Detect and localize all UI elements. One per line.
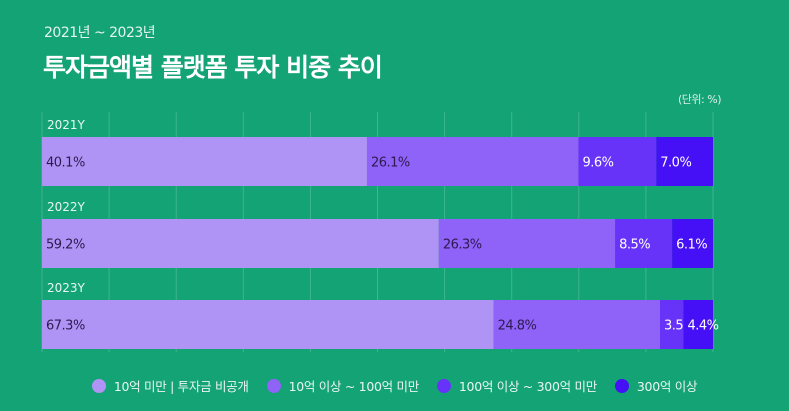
chart-subtitle: 2021년 ~ 2023년	[44, 25, 156, 41]
bar-segment	[42, 300, 494, 349]
legend: 10억 미만 | 투자금 비공개 10억 이상 ~ 100억 미만 100억 이상 …	[0, 376, 789, 395]
bar-segment	[683, 300, 713, 349]
category-label: 2021Y	[47, 118, 86, 132]
data-label: 26.3%	[443, 238, 482, 253]
legend-swatch	[91, 378, 106, 393]
category-label: 2022Y	[47, 200, 86, 214]
data-label: 67.3%	[46, 319, 85, 334]
bar-segment	[659, 300, 684, 349]
legend-label: 10억 이상 ~ 100억 미만	[288, 379, 420, 394]
legend-label: 300억 이상	[636, 379, 698, 394]
chart-title: 투자금액별 플랫폼 투자 비중 추이	[43, 53, 383, 82]
legend-label: 10억 미만 | 투자금 비공개	[113, 379, 249, 394]
legend-item: 100억 이상 ~ 300억 미만	[436, 376, 597, 395]
data-label: 4.4%	[687, 319, 718, 334]
bar-segment	[615, 219, 673, 268]
data-label: 9.6%	[582, 156, 613, 171]
legend-item: 10억 미만 | 투자금 비공개	[91, 376, 249, 395]
data-label: 7.0%	[660, 156, 691, 171]
data-label: 59.2%	[46, 238, 85, 253]
bar-segment	[578, 137, 657, 186]
bar-segment	[656, 137, 713, 186]
data-label: 24.8%	[498, 319, 537, 334]
legend-swatch	[614, 378, 629, 393]
legend-item: 10억 이상 ~ 100억 미만	[266, 376, 420, 395]
legend-swatch	[266, 378, 281, 393]
legend-swatch	[436, 378, 451, 393]
data-label: 6.1%	[676, 238, 707, 253]
data-label: 8.5%	[619, 238, 650, 253]
category-label: 2023Y	[47, 281, 86, 295]
bar-segment	[493, 300, 660, 349]
legend-item: 300억 이상	[614, 376, 698, 395]
bar-segment	[42, 137, 367, 186]
data-label: 26.1%	[371, 156, 410, 171]
legend-label: 100억 이상 ~ 300억 미만	[458, 379, 597, 394]
bar-segment	[672, 219, 713, 268]
unit-label: (단위: %)	[678, 93, 721, 106]
bar-segment	[42, 219, 439, 268]
bar-segment	[366, 137, 579, 186]
bar-segment	[438, 219, 616, 268]
data-label: 40.1%	[46, 156, 85, 171]
